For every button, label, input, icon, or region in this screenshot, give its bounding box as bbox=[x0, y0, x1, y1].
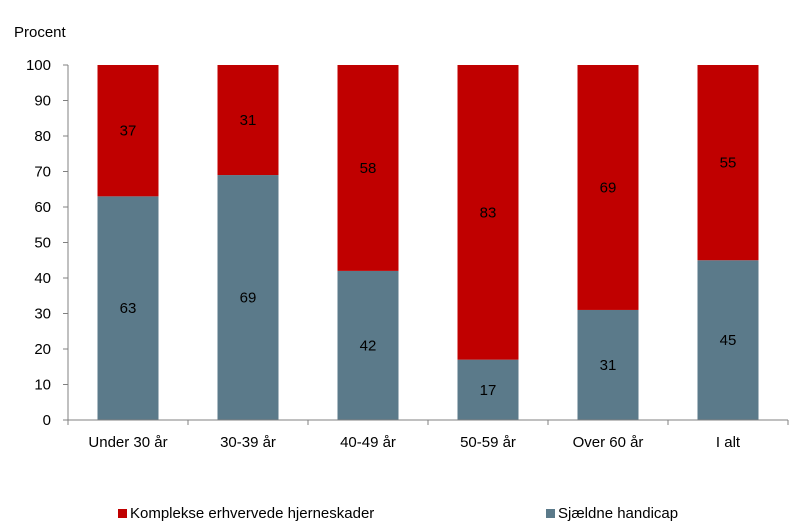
data-label: 17 bbox=[480, 382, 497, 399]
y-tick-label: 100 bbox=[26, 57, 51, 74]
x-tick-label: I alt bbox=[716, 434, 741, 451]
bar-segment bbox=[577, 309, 639, 420]
legend-label: Komplekse erhvervede hjerneskader bbox=[130, 505, 374, 522]
data-label: 31 bbox=[600, 357, 617, 374]
data-label: 69 bbox=[600, 179, 617, 196]
y-tick-label: 50 bbox=[34, 235, 51, 252]
bar-segment bbox=[457, 65, 519, 360]
y-tick-label: 10 bbox=[34, 377, 51, 394]
x-tick-label: Under 30 år bbox=[88, 434, 167, 451]
data-label: 63 bbox=[120, 300, 137, 317]
y-axis: 0 10 20 30 40 50 60 70 80 90 100 bbox=[26, 57, 69, 429]
bar-segment bbox=[697, 65, 759, 261]
data-label: 37 bbox=[120, 123, 137, 140]
bar-segment bbox=[337, 270, 399, 420]
bar-segment bbox=[217, 65, 279, 176]
legend-swatch bbox=[546, 509, 555, 518]
data-label: 42 bbox=[360, 337, 377, 354]
data-label: 45 bbox=[720, 332, 737, 349]
data-label: 31 bbox=[240, 112, 257, 129]
bar-segment bbox=[697, 260, 759, 420]
bar-segment bbox=[337, 65, 399, 271]
y-tick-label: 60 bbox=[34, 199, 51, 216]
y-tick-label: 80 bbox=[34, 128, 51, 145]
bar-segment bbox=[577, 65, 639, 310]
data-label: 58 bbox=[360, 160, 377, 177]
bar-segment bbox=[217, 175, 279, 420]
y-tick-label: 30 bbox=[34, 306, 51, 323]
bars: 63 37 69 31 42 58 17 83 31 69 45 55 bbox=[97, 65, 759, 420]
bar-segment bbox=[457, 359, 519, 420]
legend: Komplekse erhvervede hjerneskader Sjældne… bbox=[118, 505, 678, 522]
x-tick-label: Over 60 år bbox=[573, 434, 644, 451]
data-label: 83 bbox=[480, 204, 497, 221]
x-axis: Under 30 år 30-39 år 40-49 år 50-59 år Over … bbox=[67, 419, 789, 451]
y-tick-label: 20 bbox=[34, 341, 51, 358]
x-tick-label: 50-59 år bbox=[460, 434, 516, 451]
legend-swatch bbox=[118, 509, 127, 518]
data-label: 55 bbox=[720, 155, 737, 172]
y-tick-label: 40 bbox=[34, 270, 51, 287]
y-tick-label: 70 bbox=[34, 164, 51, 181]
y-axis-unit-label: Procent bbox=[14, 24, 67, 41]
y-tick-label: 0 bbox=[43, 412, 51, 429]
y-tick-label: 90 bbox=[34, 93, 51, 110]
bar-segment bbox=[97, 196, 159, 420]
bar-segment bbox=[97, 65, 159, 197]
legend-label: Sjældne handicap bbox=[558, 505, 678, 522]
x-tick-label: 40-49 år bbox=[340, 434, 396, 451]
x-tick-label: 30-39 år bbox=[220, 434, 276, 451]
data-label: 69 bbox=[240, 290, 257, 307]
